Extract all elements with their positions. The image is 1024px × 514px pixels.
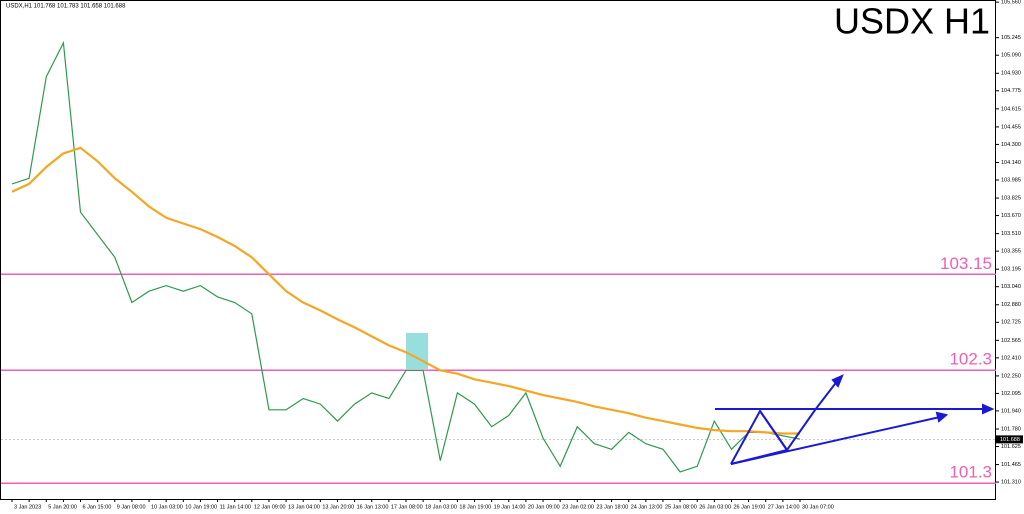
y-tick-label: 103.510 — [1001, 231, 1021, 237]
chart-title: USDX H1 — [834, 1, 990, 42]
y-tick-label: 103.825 — [1001, 196, 1021, 202]
y-tick-label: 101.465 — [1001, 462, 1021, 468]
x-tick-label: 23 Jan 02:00 — [562, 504, 594, 510]
y-tick-label: 105.245 — [1001, 35, 1021, 41]
x-tick-label: 25 Jan 08:00 — [665, 504, 697, 510]
x-tick-label: 6 Jan 15:00 — [83, 504, 112, 510]
y-tick-label: 103.040 — [1001, 284, 1021, 290]
arrow-head — [935, 411, 949, 423]
zigzag — [759, 379, 839, 452]
y-tick-label: 104.140 — [1001, 160, 1021, 166]
y-tick-label: 104.455 — [1001, 124, 1021, 130]
y-tick-label: 102.250 — [1001, 373, 1021, 379]
x-tick-label: 18 Jan 03:00 — [425, 504, 457, 510]
x-tick-label: 20 Jan 09:00 — [528, 504, 560, 510]
y-tick-label: 101.940 — [1001, 408, 1021, 414]
current-price-label: 101.688 — [1000, 437, 1020, 443]
y-tick-label: 102.095 — [1001, 391, 1021, 397]
current-price-box — [996, 435, 1023, 444]
x-tick-label: 9 Jan 08:00 — [117, 504, 146, 510]
plot-frame — [0, 0, 996, 500]
x-tick-label: 13 Jan 04:00 — [288, 504, 320, 510]
y-tick-label: 104.930 — [1001, 71, 1021, 77]
x-tick-label: 19 Jan 14:00 — [494, 504, 526, 510]
y-tick-label: 104.300 — [1001, 142, 1021, 148]
x-tick-label: 5 Jan 20:00 — [48, 504, 77, 510]
x-tick-label: 10 Jan 19:00 — [185, 504, 217, 510]
x-tick-label: 26 Jan 19:00 — [733, 504, 765, 510]
x-tick-label: 12 Jan 09:00 — [254, 504, 286, 510]
y-tick-label: 101.625 — [1001, 444, 1021, 450]
y-tick-label: 102.725 — [1001, 320, 1021, 326]
arrow-head — [982, 403, 995, 415]
x-tick-label: 26 Jan 03:00 — [699, 504, 731, 510]
y-tick-label: 103.195 — [1001, 267, 1021, 273]
arrow-head — [831, 374, 844, 388]
x-tick-label: 23 Jan 18:00 — [596, 504, 628, 510]
level-label: 101.3 — [949, 463, 992, 482]
y-tick-label: 101.310 — [1001, 480, 1021, 486]
x-tick-label: 27 Jan 14:00 — [768, 504, 800, 510]
x-tick-label: 17 Jan 08:00 — [391, 504, 423, 510]
y-tick-label: 103.985 — [1001, 177, 1021, 183]
y-tick-label: 102.565 — [1001, 338, 1021, 344]
y-tick-label: 103.355 — [1001, 249, 1021, 255]
symbol-header: USDX,H1 101.768 101.783 101.658 101.688 — [6, 4, 126, 10]
y-tick-label: 102.410 — [1001, 355, 1021, 361]
y-tick-label: 104.615 — [1001, 106, 1021, 112]
x-tick-label: 16 Jan 13:00 — [357, 504, 389, 510]
y-tick-label: 101.780 — [1001, 426, 1021, 432]
level-label: 102.3 — [949, 350, 992, 369]
x-tick-label: 11 Jan 14:00 — [220, 504, 251, 510]
level-label: 103.15 — [940, 254, 992, 273]
x-tick-label: 30 Jan 07:00 — [802, 504, 834, 510]
y-tick-label: 104.775 — [1001, 88, 1021, 94]
y-tick-label: 105.090 — [1001, 53, 1021, 59]
x-tick-label: 10 Jan 03:00 — [151, 504, 183, 510]
moving-average — [11, 146, 800, 435]
x-tick-label: 13 Jan 20:00 — [322, 504, 354, 510]
price-line — [11, 40, 801, 473]
y-tick-label: 102.880 — [1001, 302, 1021, 308]
y-tick-label: 103.670 — [1001, 213, 1021, 219]
highlight-box — [406, 333, 428, 369]
x-tick-label: 24 Jan 13:00 — [631, 504, 663, 510]
pattern-drawing — [715, 374, 995, 465]
x-tick-label: 3 Jan 2023 — [14, 504, 41, 510]
x-tick-label: 18 Jan 19:00 — [459, 504, 491, 510]
y-tick-label: 105.560 — [1001, 0, 1021, 6]
